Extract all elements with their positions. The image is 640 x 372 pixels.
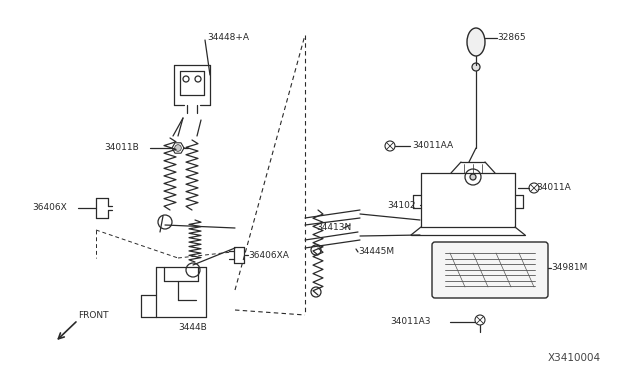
- Ellipse shape: [467, 28, 485, 56]
- Text: 32865: 32865: [497, 33, 525, 42]
- Text: 34011B: 34011B: [104, 144, 139, 153]
- Circle shape: [186, 263, 200, 277]
- Text: 34011A: 34011A: [536, 183, 571, 192]
- Circle shape: [175, 145, 181, 151]
- Circle shape: [311, 245, 321, 255]
- Text: 34011A3: 34011A3: [390, 317, 431, 327]
- Text: 36406X: 36406X: [32, 203, 67, 212]
- Text: 34981M: 34981M: [551, 263, 588, 273]
- FancyBboxPatch shape: [432, 242, 548, 298]
- Text: 36406XA: 36406XA: [248, 250, 289, 260]
- Text: X3410004: X3410004: [548, 353, 601, 363]
- Text: 3444B: 3444B: [178, 324, 207, 333]
- Text: 34011AA: 34011AA: [412, 141, 453, 151]
- Circle shape: [472, 63, 480, 71]
- Text: FRONT: FRONT: [78, 311, 109, 321]
- Text: 34413N: 34413N: [316, 224, 351, 232]
- Circle shape: [470, 174, 476, 180]
- Text: 34448+A: 34448+A: [207, 33, 249, 42]
- Circle shape: [158, 215, 172, 229]
- Circle shape: [311, 287, 321, 297]
- Text: 34102: 34102: [387, 201, 415, 209]
- Text: 34445M: 34445M: [358, 247, 394, 257]
